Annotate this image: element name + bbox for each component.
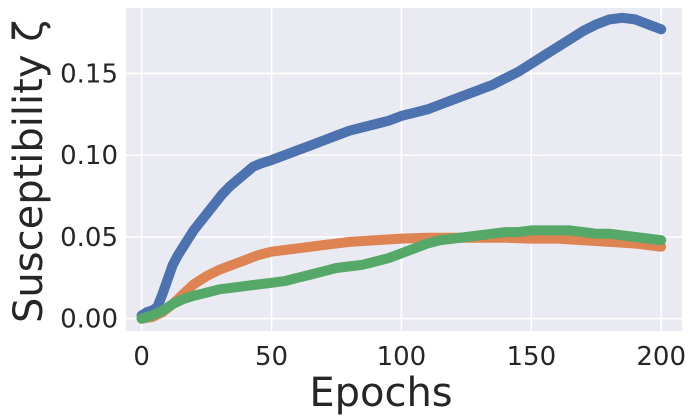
x-tick-label: 150 (506, 342, 556, 372)
series-lines (136, 12, 667, 324)
tick-labels: 0 50 100 150 200 0.00 0.05 0.10 0.15 (60, 59, 686, 372)
y-tick-label: 0.15 (60, 59, 118, 89)
series-line-1 (136, 12, 667, 321)
y-axis-title: Susceptibility ζ (6, 20, 52, 323)
x-tick-label: 100 (377, 342, 427, 372)
x-axis-title: Epochs (309, 370, 452, 416)
y-tick-label: 0.05 (60, 223, 118, 253)
plot-background (126, 8, 682, 331)
series-line-3 (136, 225, 667, 324)
x-tick-label: 0 (133, 342, 150, 372)
y-tick-label: 0.10 (60, 141, 118, 171)
x-tick-label: 200 (636, 342, 686, 372)
series-line-2 (136, 232, 667, 324)
x-tick-label: 50 (255, 342, 288, 372)
y-tick-label: 0.00 (60, 305, 118, 335)
